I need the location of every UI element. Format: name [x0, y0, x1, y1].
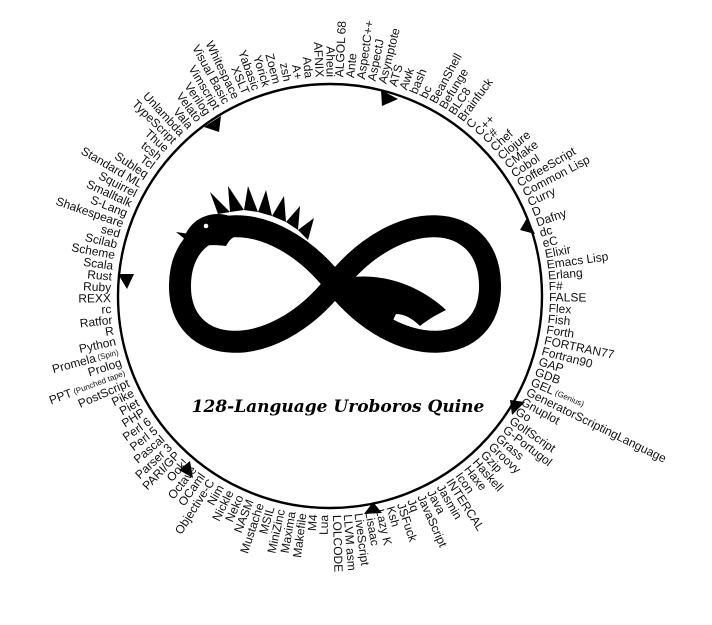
arrow-icon [364, 502, 382, 514]
arrow-icon [381, 90, 398, 106]
language-label: R [104, 324, 115, 339]
language-name: ATS [386, 63, 406, 89]
cycle-arrows [118, 90, 535, 514]
language-name: F# [548, 279, 563, 294]
language-label: zsh [277, 62, 294, 83]
language-name: Ratfor [79, 313, 113, 331]
diagram-title: 128-Language Uroboros Quine [192, 397, 485, 417]
language-name: Aheui [323, 46, 337, 77]
dragon-head [176, 214, 246, 246]
language-label: Ruby [83, 280, 111, 295]
language-label: eC [541, 233, 560, 250]
arrow-icon [520, 218, 535, 234]
language-name: bc [417, 83, 435, 100]
language-label: Tcl [137, 152, 157, 172]
language-name: Rust [87, 268, 113, 284]
arrow-icon [510, 400, 525, 415]
language-name: Jq [404, 497, 422, 514]
language-name: Elixir [544, 243, 572, 262]
language-name: LiveScript [351, 512, 372, 567]
language-label: Ada [300, 56, 316, 79]
language-label: Lua [317, 514, 331, 535]
language-name: Tcl [137, 152, 157, 172]
language-name: REXX [78, 291, 111, 305]
language-label: dc [538, 223, 554, 240]
language-label: Lisaac [362, 510, 382, 547]
language-name: Ante [343, 52, 359, 78]
language-label: Ksh [383, 505, 402, 529]
language-name: M4 [305, 514, 320, 532]
language-label: F# [548, 279, 563, 294]
language-name: ALGOL 68 [332, 20, 349, 77]
cycle-ring [116, 82, 544, 510]
arrow-icon [204, 116, 221, 132]
language-label: A+ [289, 63, 305, 80]
language-label: rc [101, 302, 112, 317]
language-label: FALSE [549, 290, 587, 304]
language-label: Aheui [323, 46, 337, 77]
language-name: LLVM asm [341, 514, 359, 571]
language-name: Fish [547, 312, 571, 328]
language-label: sed [99, 222, 121, 241]
language-name: Flex [548, 301, 571, 316]
language-label: AFNIX [311, 42, 327, 78]
language-label: Erlang [547, 266, 583, 283]
language-name: Lisaac [362, 510, 382, 547]
language-name: Lua [317, 514, 331, 535]
arrow-icon [179, 461, 193, 478]
language-label: Fish [547, 312, 571, 328]
language-name: Ada [300, 56, 316, 79]
uroboros-dragon-logo [168, 186, 502, 353]
language-name: FALSE [549, 290, 587, 304]
language-name: sed [99, 222, 121, 241]
language-name: A+ [289, 63, 305, 80]
dragon-spines [210, 186, 314, 240]
infinity-body [168, 215, 502, 353]
language-label: Jq [404, 497, 422, 514]
language-name: AFNIX [311, 42, 327, 78]
language-name: zsh [277, 62, 294, 83]
language-name: dc [538, 223, 554, 240]
language-label: REXX [78, 291, 111, 305]
language-label: Scala [82, 255, 114, 273]
language-label: Flex [548, 301, 571, 316]
language-label: LOLCODE [330, 515, 345, 573]
language-label: LLVM asm [341, 514, 359, 571]
language-name: Forth [545, 323, 575, 341]
language-label: bc [417, 83, 435, 100]
language-name: R [104, 324, 115, 339]
language-name: eC [541, 233, 560, 250]
language-name: rc [101, 302, 112, 317]
language-label: LiveScript [351, 512, 372, 567]
language-name: Makefile [290, 512, 309, 558]
language-label: ATS [386, 63, 406, 89]
language-label: Ante [343, 52, 359, 78]
language-label: Elixir [544, 243, 572, 262]
language-name: Scala [82, 255, 114, 273]
language-label: ALGOL 68 [332, 20, 349, 77]
language-name: Erlang [547, 266, 583, 283]
language-label: Makefile [290, 512, 309, 558]
arrow-icon [118, 274, 134, 289]
language-label: M4 [305, 514, 320, 532]
language-label: Ratfor [79, 313, 113, 331]
language-label: Rust [87, 268, 113, 284]
dragon-wing [345, 276, 446, 334]
language-label: Forth [545, 323, 575, 341]
language-name: LOLCODE [330, 515, 345, 573]
language-name: Ruby [83, 280, 111, 295]
language-name: Ksh [383, 505, 402, 529]
